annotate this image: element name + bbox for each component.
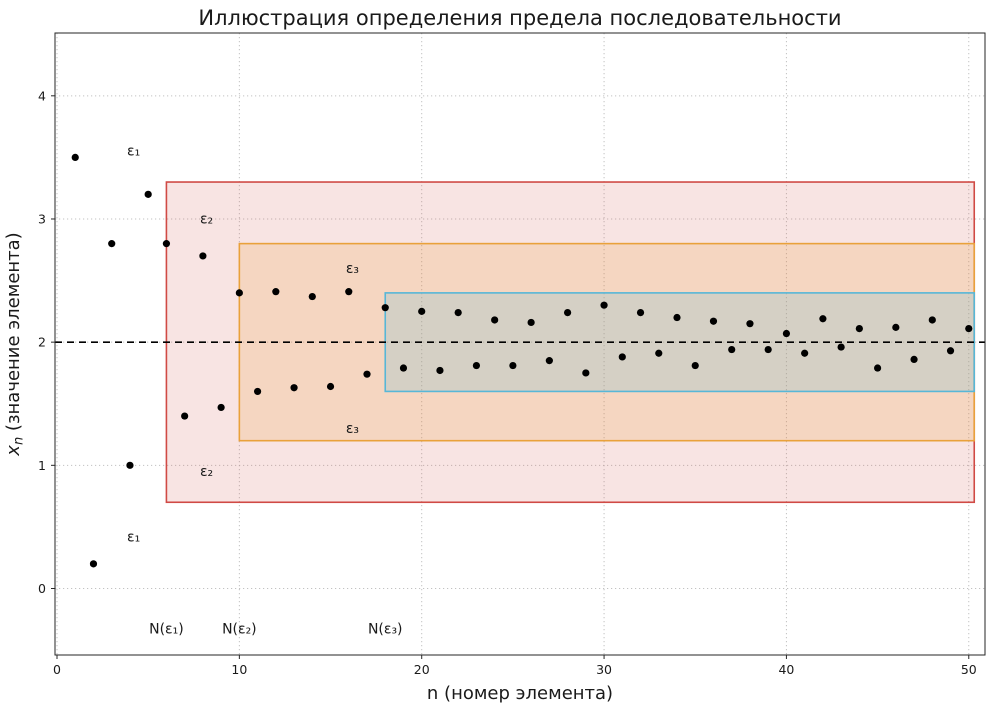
data-point bbox=[728, 345, 736, 354]
y-tick-label: 4 bbox=[38, 88, 46, 103]
n-epsilon-label-epsilon-2: N(ε₂) bbox=[222, 622, 257, 638]
epsilon-label-epsilon-3: ε₃ bbox=[346, 421, 359, 437]
data-point bbox=[509, 361, 517, 370]
data-point bbox=[472, 361, 481, 370]
data-point bbox=[709, 317, 718, 325]
data-point bbox=[655, 349, 663, 357]
data-point bbox=[837, 343, 845, 351]
y-tick-label: 3 bbox=[38, 211, 46, 226]
data-point bbox=[345, 288, 353, 296]
axes-border bbox=[54, 32, 986, 656]
x-tick-label: 10 bbox=[231, 662, 247, 677]
x-tick-label: 30 bbox=[596, 662, 612, 677]
data-point bbox=[819, 315, 827, 323]
data-point bbox=[600, 301, 608, 309]
x-tick-label: 20 bbox=[414, 662, 430, 677]
data-point bbox=[673, 313, 681, 322]
y-axis-label-rest: (значение элемента) bbox=[3, 232, 24, 437]
y-tick-label: 1 bbox=[38, 458, 46, 473]
y-axis-label-subscript: n bbox=[12, 437, 27, 445]
data-point bbox=[326, 382, 335, 391]
data-point bbox=[199, 252, 207, 260]
data-point bbox=[363, 370, 371, 378]
data-point bbox=[801, 349, 809, 357]
epsilon-label-epsilon-2: ε₂ bbox=[200, 211, 213, 227]
data-point bbox=[965, 325, 973, 333]
data-point bbox=[527, 318, 535, 327]
chart-title: Иллюстрация определения предела последов… bbox=[198, 6, 841, 30]
data-point bbox=[418, 307, 426, 315]
data-point bbox=[746, 320, 754, 328]
data-point bbox=[235, 289, 243, 297]
epsilon-label-epsilon-3: ε₃ bbox=[346, 261, 359, 277]
y-tick-label: 0 bbox=[38, 581, 46, 596]
data-point bbox=[855, 325, 863, 333]
data-point bbox=[946, 347, 955, 355]
data-point bbox=[545, 357, 553, 365]
data-point bbox=[308, 292, 316, 301]
data-point bbox=[217, 403, 225, 412]
x-axis-label: n (номер элемента) bbox=[427, 683, 613, 704]
data-point bbox=[89, 560, 98, 568]
data-point bbox=[563, 308, 572, 317]
epsilon-label-epsilon-1: ε₁ bbox=[127, 144, 140, 160]
data-point bbox=[181, 412, 189, 420]
data-point bbox=[618, 353, 626, 361]
data-point bbox=[764, 345, 772, 354]
data-point bbox=[272, 288, 280, 296]
data-point bbox=[290, 384, 298, 392]
data-point bbox=[381, 304, 389, 312]
data-point bbox=[253, 387, 262, 396]
data-point bbox=[399, 364, 408, 372]
x-tick-label: 0 bbox=[53, 662, 61, 677]
data-point bbox=[71, 153, 79, 161]
data-point bbox=[436, 366, 444, 375]
data-point bbox=[910, 355, 918, 363]
data-point bbox=[491, 316, 499, 324]
chart-plot-area: 0 10 20 30 40 50 0 1 2 3 4 ε₁ ε₁ N(ε₁) ε₂ ε₂ N(ε₂) ε₃ ε₃ N(… bbox=[38, 32, 986, 677]
data-point bbox=[782, 329, 791, 338]
data-point bbox=[126, 461, 134, 469]
data-point bbox=[892, 323, 900, 331]
data-point bbox=[873, 364, 882, 372]
data-point bbox=[144, 190, 152, 198]
data-point bbox=[582, 369, 590, 377]
data-point bbox=[108, 240, 116, 248]
data-point bbox=[928, 316, 936, 324]
y-axis-label-var: x bbox=[3, 445, 24, 457]
data-point bbox=[636, 308, 645, 317]
data-point bbox=[691, 361, 699, 370]
y-tick-label: 2 bbox=[38, 335, 46, 350]
x-tick-label: 50 bbox=[961, 662, 977, 677]
epsilon-label-epsilon-2: ε₂ bbox=[200, 464, 213, 480]
data-point bbox=[162, 240, 171, 248]
y-axis-label: xn (значение элемента) bbox=[3, 232, 27, 456]
x-tick-label: 40 bbox=[778, 662, 794, 677]
n-epsilon-label-epsilon-1: N(ε₁) bbox=[149, 622, 184, 638]
data-point bbox=[454, 308, 462, 317]
epsilon-label-epsilon-1: ε₁ bbox=[127, 529, 140, 545]
n-epsilon-label-epsilon-3: N(ε₃) bbox=[368, 622, 403, 638]
